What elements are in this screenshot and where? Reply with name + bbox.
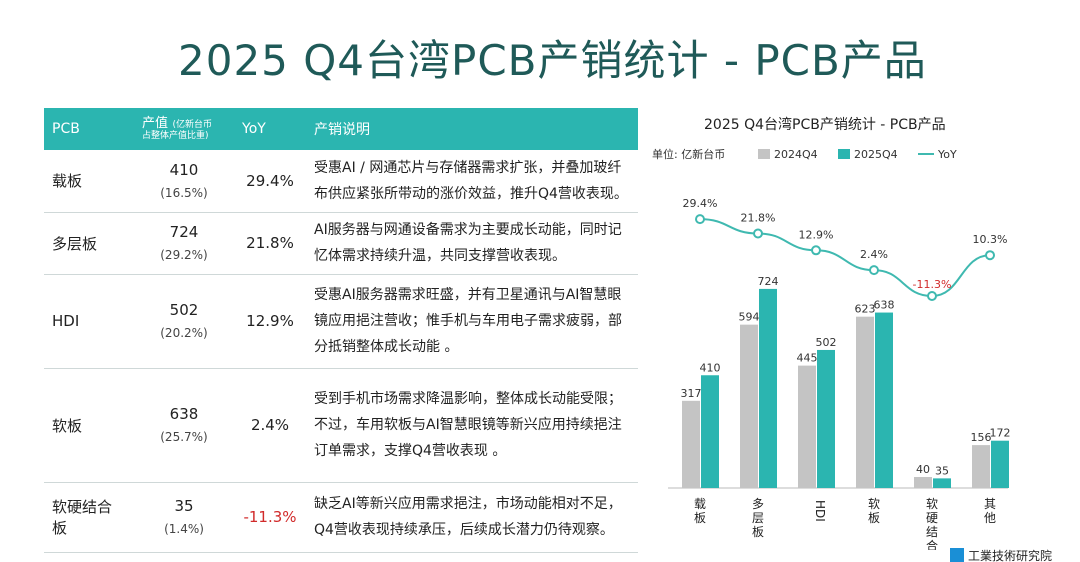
- bar-label-0-3: 623: [855, 303, 876, 316]
- row-desc: 受惠AI / 网通芯片与存储器需求扩张，并叠加玻纤布供应紧张所带动的涨价效益，推…: [306, 150, 638, 213]
- header-value: 产值 (亿新台币 占整体产值比重): [134, 108, 234, 150]
- row-desc: AI服务器与网通设备需求为主要成长动能，同时记忆体需求持续升温，共同支撑营收表现…: [306, 212, 638, 275]
- row-desc: 受到手机市场需求降温影响，整体成长动能受限；不过，车用软板与AI智慧眼镜等新兴应…: [306, 368, 638, 483]
- row-name: 多层板: [44, 212, 134, 275]
- bar-1-1: [759, 288, 777, 488]
- row-value-cell: 724 (29.2%): [134, 212, 234, 275]
- category-label-5: 其他: [984, 497, 996, 525]
- yoy-point-3: [869, 265, 879, 276]
- bar-0-0: [682, 400, 700, 488]
- category-label-4: 软硬结合板: [926, 497, 938, 550]
- category-label-2: HDI: [813, 500, 827, 522]
- row-value-cell: 502 (20.2%): [134, 274, 234, 369]
- bar-label-1-2: 502: [816, 336, 837, 349]
- logo-mark-icon: [950, 548, 964, 562]
- row-yoy: 2.4%: [234, 368, 306, 483]
- bar-label-0-2: 445: [797, 352, 818, 365]
- bar-label-1-4: 35: [935, 464, 949, 477]
- bar-label-1-1: 724: [758, 275, 779, 288]
- row-yoy: 21.8%: [234, 212, 306, 275]
- bar-0-2: [798, 365, 816, 488]
- bar-0-3: [856, 316, 874, 488]
- yoy-label-5: 10.3%: [973, 233, 1008, 246]
- yoy-point-0: [695, 214, 705, 225]
- legend-unit-label: 单位: 亿新台币: [652, 147, 725, 161]
- header-value-share: 占整体产值比重): [142, 130, 209, 141]
- row-yoy: 29.4%: [234, 150, 306, 213]
- row-share: (20.2%): [160, 326, 208, 340]
- table-header-row: PCB 产值 (亿新台币 占整体产值比重) YoY 产销说明: [44, 108, 638, 150]
- yoy-point-1: [753, 228, 763, 239]
- yoy-label-3: 2.4%: [860, 248, 888, 261]
- legend-label-1: 2025Q4: [854, 148, 898, 161]
- category-label-1: 多层板: [752, 497, 764, 539]
- row-yoy: -11.3%: [234, 482, 306, 553]
- row-value-cell: 638 (25.7%): [134, 368, 234, 483]
- row-name: 软硬结合板: [44, 482, 134, 553]
- yoy-label-1: 21.8%: [741, 211, 776, 224]
- row-desc: 受惠AI服务器需求旺盛，并有卫星通讯与AI智慧眼镜应用挹注营收；惟手机与车用电子…: [306, 274, 638, 369]
- yoy-point-2: [811, 245, 821, 256]
- legend-label-0: 2024Q4: [774, 148, 818, 161]
- header-pcb: PCB: [52, 121, 80, 137]
- bar-label-0-1: 594: [739, 311, 760, 324]
- legend-swatch-1: [838, 149, 850, 159]
- row-value: 724: [169, 223, 199, 241]
- row-name: 软板: [44, 368, 134, 483]
- row-value: 35: [174, 497, 194, 515]
- page-title: 2025 Q4台湾PCB产销统计 - PCB产品: [178, 36, 927, 85]
- row-share: (16.5%): [160, 185, 208, 200]
- row-value: 410: [169, 160, 199, 179]
- row-share: (29.2%): [160, 248, 208, 262]
- bar-label-1-5: 172: [990, 427, 1011, 440]
- bar-label-0-0: 317: [681, 387, 702, 400]
- bar-label-1-0: 410: [700, 361, 721, 374]
- row-share: (25.7%): [160, 430, 208, 444]
- bar-0-4: [914, 477, 932, 488]
- bar-1-5: [991, 440, 1009, 488]
- bar-line-chart: 单位: 亿新台币 2024Q4 2025Q4 YoY 317 410 载板 594 724 多层板…: [652, 147, 1011, 550]
- category-label-0: 载板: [694, 497, 706, 525]
- bar-0-1: [740, 324, 758, 488]
- row-value-cell: 410 (16.5%): [134, 150, 234, 213]
- header-value-main: 产值: [142, 115, 169, 131]
- table-row: HDI 502 (20.2%) 12.9% 受惠AI服务器需求旺盛，并有卫星通讯与AI智…: [44, 274, 638, 369]
- itri-logo: 工業技術研究院: [950, 548, 1052, 562]
- row-value-cell: 35 (1.4%): [134, 482, 234, 553]
- chart-title: 2025 Q4台湾PCB产销统计 - PCB产品: [704, 117, 946, 133]
- table-row: 载板 410 (16.5%) 29.4% 受惠AI / 网通芯片与存储器需求扩张，并叠加…: [44, 150, 638, 213]
- category-label-3: 软板: [868, 497, 880, 525]
- row-value: 502: [169, 301, 199, 319]
- bar-1-3: [875, 312, 893, 488]
- bar-label-0-4: 40: [916, 463, 930, 476]
- pcb-table: PCB 产值 (亿新台币 占整体产值比重) YoY 产销说明 载板 410 (16.…: [44, 108, 638, 553]
- logo-text: 工業技術研究院: [968, 548, 1052, 562]
- yoy-label-0: 29.4%: [683, 197, 718, 210]
- bar-label-0-5: 156: [971, 431, 992, 444]
- yoy-point-4: [927, 291, 937, 302]
- header-yoy: YoY: [242, 121, 266, 137]
- row-share: (1.4%): [164, 522, 204, 536]
- header-desc: 产销说明: [314, 122, 370, 138]
- row-value: 638: [169, 405, 199, 423]
- row-desc: 缺乏AI等新兴应用需求挹注，市场动能相对不足，Q4营收表现持续承压，后续成长潜力…: [306, 482, 638, 553]
- bar-label-1-3: 638: [874, 299, 895, 312]
- row-yoy: 12.9%: [234, 274, 306, 369]
- table-row: 软硬结合板 35 (1.4%) -11.3% 缺乏AI等新兴应用需求挹注，市场动能相对不…: [44, 482, 638, 553]
- bar-1-4: [933, 478, 951, 488]
- legend-line-label: YoY: [937, 148, 957, 161]
- bar-1-0: [701, 375, 719, 488]
- legend-swatch-0: [758, 149, 770, 159]
- bar-1-2: [817, 349, 835, 488]
- header-value-unit: (亿新台币: [172, 119, 212, 130]
- yoy-point-5: [985, 250, 995, 261]
- table-row: 软板 638 (25.7%) 2.4% 受到手机市场需求降温影响，整体成长动能受限；不过…: [44, 368, 638, 483]
- yoy-label-2: 12.9%: [799, 228, 834, 241]
- yoy-label-4: -11.3%: [913, 278, 952, 291]
- table-row: 多层板 724 (29.2%) 21.8% AI服务器与网通设备需求为主要成长动能，同时…: [44, 212, 638, 275]
- row-name: HDI: [44, 274, 134, 369]
- bar-0-5: [972, 445, 990, 488]
- row-name: 载板: [44, 150, 134, 213]
